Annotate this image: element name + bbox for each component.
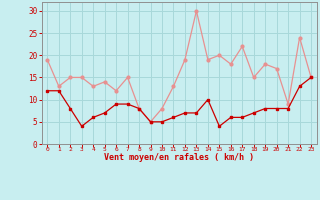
X-axis label: Vent moyen/en rafales ( km/h ): Vent moyen/en rafales ( km/h ) [104,153,254,162]
